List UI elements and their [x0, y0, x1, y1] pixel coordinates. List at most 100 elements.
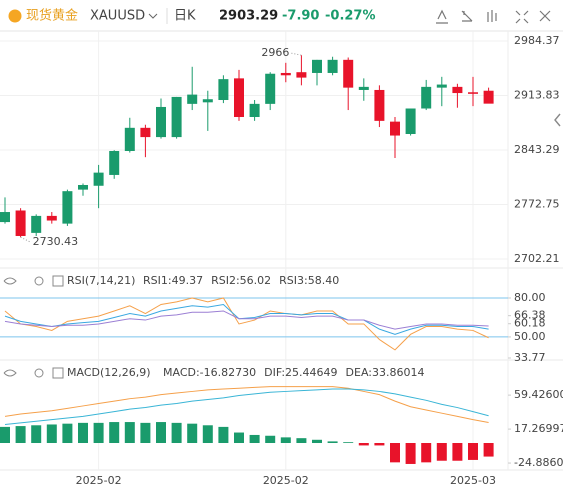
- y-tick-label: 2984.37: [514, 34, 560, 47]
- macd-bar: [452, 443, 463, 461]
- close-icon[interactable]: [539, 10, 551, 22]
- candle-body: [452, 86, 463, 94]
- x-tick-label: 2025-03: [450, 474, 496, 487]
- candle-body: [327, 59, 338, 73]
- change: -7.90: [282, 9, 319, 24]
- macd-bar: [0, 426, 10, 444]
- add-icon[interactable]: [52, 275, 64, 287]
- candle-body: [218, 79, 229, 101]
- symbol-name: 现货黄金: [26, 8, 78, 24]
- macd-line: [4, 388, 489, 425]
- high-label: 2966: [261, 46, 289, 59]
- candle-body: [46, 215, 57, 221]
- candle-body: [62, 191, 73, 224]
- eye-icon[interactable]: [3, 277, 17, 285]
- macd-line: [4, 386, 489, 423]
- macd-bar: [218, 426, 229, 444]
- legend-entry: RSI3:58.40: [279, 274, 339, 287]
- indicator-title: RSI(7,14,21): [67, 274, 135, 287]
- high-leader: [291, 52, 302, 56]
- macd-bar: [468, 443, 478, 460]
- candle-body: [390, 121, 400, 136]
- rsi-line: [4, 310, 489, 330]
- candle-body: [187, 94, 198, 104]
- draw-tool-icon[interactable]: [436, 9, 448, 24]
- macd-bar: [171, 422, 182, 444]
- candle-body: [109, 150, 120, 175]
- y-tick-label: 17.26997: [514, 422, 563, 435]
- macd-bar: [296, 438, 307, 444]
- macd-bar: [62, 423, 73, 444]
- low-leader: [20, 236, 31, 243]
- candle-body: [421, 86, 432, 109]
- candle-body: [202, 99, 213, 103]
- macd-bar: [421, 443, 432, 463]
- y-tick-label: 66.38: [514, 309, 546, 322]
- macd-bar: [187, 423, 198, 444]
- macd-bar: [78, 422, 88, 444]
- dropdown-arrow[interactable]: [148, 13, 158, 19]
- macd-bar: [280, 437, 291, 444]
- indicator-title: MACD(12,26,9): [67, 366, 151, 379]
- macd-bar: [343, 442, 354, 444]
- candle-body: [31, 215, 42, 233]
- y-tick-label: 80.00: [514, 291, 546, 304]
- symbol-code: XAUUSD: [90, 9, 145, 24]
- macd-bar: [436, 443, 447, 461]
- candle-body: [249, 103, 260, 118]
- fullscreen-icon[interactable]: [515, 10, 529, 24]
- legend-entry: DIF:25.44649: [264, 366, 337, 379]
- candle-body: [483, 90, 494, 104]
- macd-bar: [265, 435, 276, 444]
- macd-bar: [93, 422, 104, 444]
- candle-body: [124, 127, 135, 151]
- settings-icon[interactable]: [34, 276, 44, 286]
- period[interactable]: 日K: [174, 9, 196, 24]
- candle-body: [15, 210, 26, 236]
- macd-bar: [124, 422, 135, 444]
- y-tick-label: 2913.83: [514, 89, 560, 102]
- candle-icon[interactable]: [487, 10, 497, 22]
- y-tick-label: 59.42600: [514, 388, 563, 401]
- y-tick-label: -24.88606: [514, 456, 563, 469]
- candle-body: [374, 89, 385, 121]
- candle-body: [296, 72, 307, 78]
- indicator-icon[interactable]: [461, 10, 473, 22]
- macd-bar: [374, 443, 385, 446]
- collapse-arrow[interactable]: [554, 113, 561, 127]
- legend-entry: DEA:33.86014: [346, 366, 425, 379]
- macd-bar: [327, 441, 338, 444]
- macd-bar: [46, 424, 57, 444]
- settings-icon[interactable]: [34, 368, 44, 378]
- y-tick-label: 50.00: [514, 330, 546, 343]
- candle-body: [93, 172, 104, 186]
- candle-body: [0, 212, 10, 223]
- candle-body: [405, 108, 416, 134]
- macd-bar: [156, 422, 166, 444]
- legend-entry: MACD:-16.82730: [163, 366, 256, 379]
- change-pct: -0.27%: [325, 9, 376, 24]
- macd-bar: [15, 426, 26, 444]
- candle-body: [358, 86, 369, 90]
- y-tick-label: 2702.21: [514, 252, 560, 265]
- rsi-line: [4, 297, 489, 351]
- macd-bar: [405, 443, 416, 464]
- macd-bar: [140, 422, 151, 444]
- macd-bar: [31, 425, 42, 444]
- rsi-line: [4, 303, 489, 335]
- x-tick-label: 2025-02: [76, 474, 122, 487]
- candle-body: [280, 72, 291, 76]
- candle-body: [312, 59, 322, 73]
- y-tick-label: 2772.75: [514, 197, 560, 210]
- eye-icon[interactable]: [3, 369, 17, 377]
- candle-body: [156, 106, 166, 138]
- price: 2903.29: [219, 9, 278, 24]
- macd-bar: [202, 425, 213, 444]
- header: 现货黄金 XAUUSD 日K 2903.29 -7.90 -0.27%: [0, 8, 563, 32]
- macd-bar: [312, 439, 322, 444]
- macd-bar: [249, 434, 260, 444]
- add-icon[interactable]: [52, 367, 64, 379]
- candle-body: [343, 59, 354, 88]
- low-label: 2730.43: [33, 235, 79, 248]
